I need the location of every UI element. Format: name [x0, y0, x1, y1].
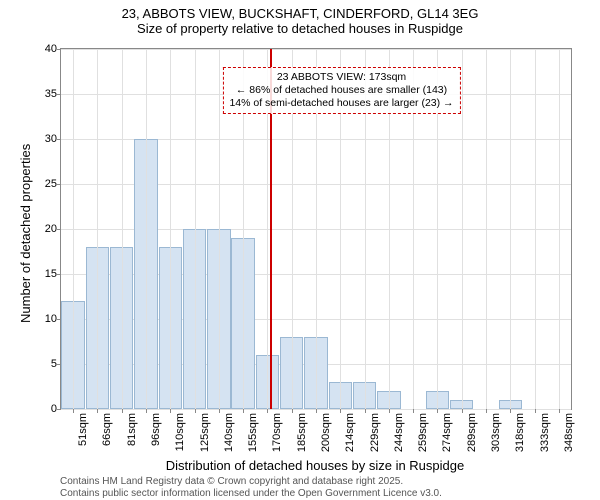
x-tick-mark: [510, 409, 511, 413]
x-tick-mark: [73, 409, 74, 413]
x-tick-label: 96sqm: [150, 413, 162, 446]
x-tick-mark: [146, 409, 147, 413]
x-tick-mark: [219, 409, 220, 413]
x-tick-mark: [486, 409, 487, 413]
x-tick-label: 81sqm: [126, 413, 138, 446]
gridline-v: [535, 49, 536, 409]
y-tick-label: 40: [33, 43, 57, 55]
gridline-v: [170, 49, 171, 409]
gridline-v: [73, 49, 74, 409]
y-axis-label: Number of detached properties: [18, 144, 33, 323]
annotation-line1: 23 ABBOTS VIEW: 173sqm: [229, 71, 453, 84]
x-tick-mark: [340, 409, 341, 413]
gridline-v: [97, 49, 98, 409]
x-tick-label: 303sqm: [490, 413, 502, 452]
y-tick-mark: [57, 319, 61, 320]
gridline-v: [462, 49, 463, 409]
x-tick-label: 200sqm: [320, 413, 332, 452]
gridline-v: [559, 49, 560, 409]
gridline-v: [146, 49, 147, 409]
x-tick-mark: [365, 409, 366, 413]
gridline-v: [195, 49, 196, 409]
y-tick-mark: [57, 94, 61, 95]
x-tick-mark: [316, 409, 317, 413]
y-tick-label: 0: [33, 403, 57, 415]
x-tick-mark: [243, 409, 244, 413]
x-tick-label: 244sqm: [393, 413, 405, 452]
x-tick-label: 110sqm: [174, 413, 186, 451]
x-tick-mark: [122, 409, 123, 413]
y-tick-label: 5: [33, 358, 57, 370]
gridline-v: [486, 49, 487, 409]
y-tick-mark: [57, 409, 61, 410]
x-tick-label: 214sqm: [344, 413, 356, 452]
y-tick-label: 35: [33, 88, 57, 100]
x-tick-label: 155sqm: [247, 413, 259, 452]
x-tick-label: 289sqm: [466, 413, 478, 452]
x-tick-mark: [195, 409, 196, 413]
y-tick-label: 10: [33, 313, 57, 325]
x-tick-mark: [170, 409, 171, 413]
x-tick-label: 170sqm: [271, 413, 283, 452]
annotation-box: 23 ABBOTS VIEW: 173sqm← 86% of detached …: [222, 67, 460, 114]
gridline-v: [510, 49, 511, 409]
y-tick-mark: [57, 49, 61, 50]
footnote-2: Contains public sector information licen…: [60, 488, 442, 499]
x-tick-label: 140sqm: [223, 413, 235, 452]
x-tick-label: 259sqm: [417, 413, 429, 452]
y-tick-mark: [57, 274, 61, 275]
x-tick-label: 51sqm: [77, 413, 89, 446]
x-tick-label: 318sqm: [514, 413, 526, 452]
x-tick-mark: [97, 409, 98, 413]
chart-container: 23, ABBOTS VIEW, BUCKSHAFT, CINDERFORD, …: [0, 0, 600, 500]
annotation-line3: 14% of semi-detached houses are larger (…: [229, 97, 453, 110]
y-tick-mark: [57, 184, 61, 185]
y-tick-label: 30: [33, 133, 57, 145]
gridline-v: [122, 49, 123, 409]
gridline-v: [219, 49, 220, 409]
title-block: 23, ABBOTS VIEW, BUCKSHAFT, CINDERFORD, …: [0, 6, 600, 36]
x-tick-label: 66sqm: [101, 413, 113, 446]
y-tick-label: 20: [33, 223, 57, 235]
title-line2: Size of property relative to detached ho…: [0, 21, 600, 36]
x-tick-label: 348sqm: [563, 413, 575, 452]
x-tick-label: 125sqm: [199, 413, 211, 452]
x-axis-label: Distribution of detached houses by size …: [60, 458, 570, 473]
y-tick-mark: [57, 364, 61, 365]
y-tick-mark: [57, 229, 61, 230]
y-tick-mark: [57, 139, 61, 140]
x-tick-label: 274sqm: [441, 413, 453, 452]
x-tick-mark: [462, 409, 463, 413]
x-tick-label: 333sqm: [539, 413, 551, 452]
footnote-1: Contains HM Land Registry data © Crown c…: [60, 476, 403, 487]
y-tick-label: 25: [33, 178, 57, 190]
plot-area: 051015202530354051sqm66sqm81sqm96sqm110s…: [60, 48, 572, 410]
x-tick-mark: [535, 409, 536, 413]
x-tick-mark: [267, 409, 268, 413]
x-tick-mark: [389, 409, 390, 413]
x-tick-mark: [292, 409, 293, 413]
x-tick-label: 229sqm: [369, 413, 381, 452]
title-line1: 23, ABBOTS VIEW, BUCKSHAFT, CINDERFORD, …: [0, 6, 600, 21]
y-tick-label: 15: [33, 268, 57, 280]
x-tick-mark: [559, 409, 560, 413]
x-tick-mark: [437, 409, 438, 413]
annotation-line2: ← 86% of detached houses are smaller (14…: [229, 84, 453, 97]
x-tick-label: 185sqm: [296, 413, 308, 452]
x-tick-mark: [413, 409, 414, 413]
